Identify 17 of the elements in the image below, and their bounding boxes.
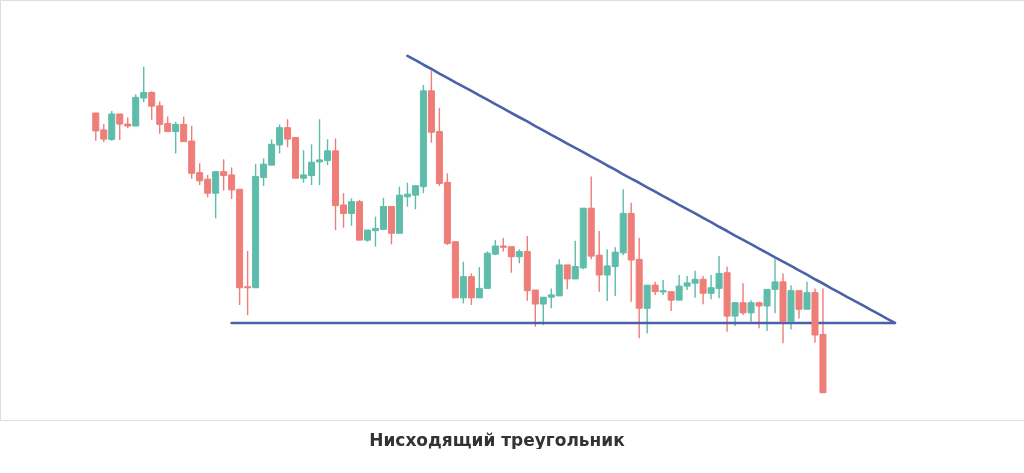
candlestick	[731, 302, 739, 327]
candlestick	[739, 282, 747, 316]
candlestick	[172, 121, 180, 155]
candlestick	[563, 264, 571, 291]
candlestick	[667, 290, 675, 312]
candlestick	[467, 272, 475, 306]
candlestick	[643, 284, 651, 335]
candlestick	[659, 279, 667, 296]
candlestick	[459, 260, 467, 305]
candlestick	[755, 301, 763, 329]
candlestick	[747, 299, 755, 323]
candlestick	[803, 281, 811, 310]
candlestick	[212, 170, 220, 219]
candlestick	[795, 289, 803, 320]
candlestick	[699, 275, 707, 306]
text: Нисходящий треугольник	[369, 430, 626, 450]
candlestick	[348, 197, 355, 227]
